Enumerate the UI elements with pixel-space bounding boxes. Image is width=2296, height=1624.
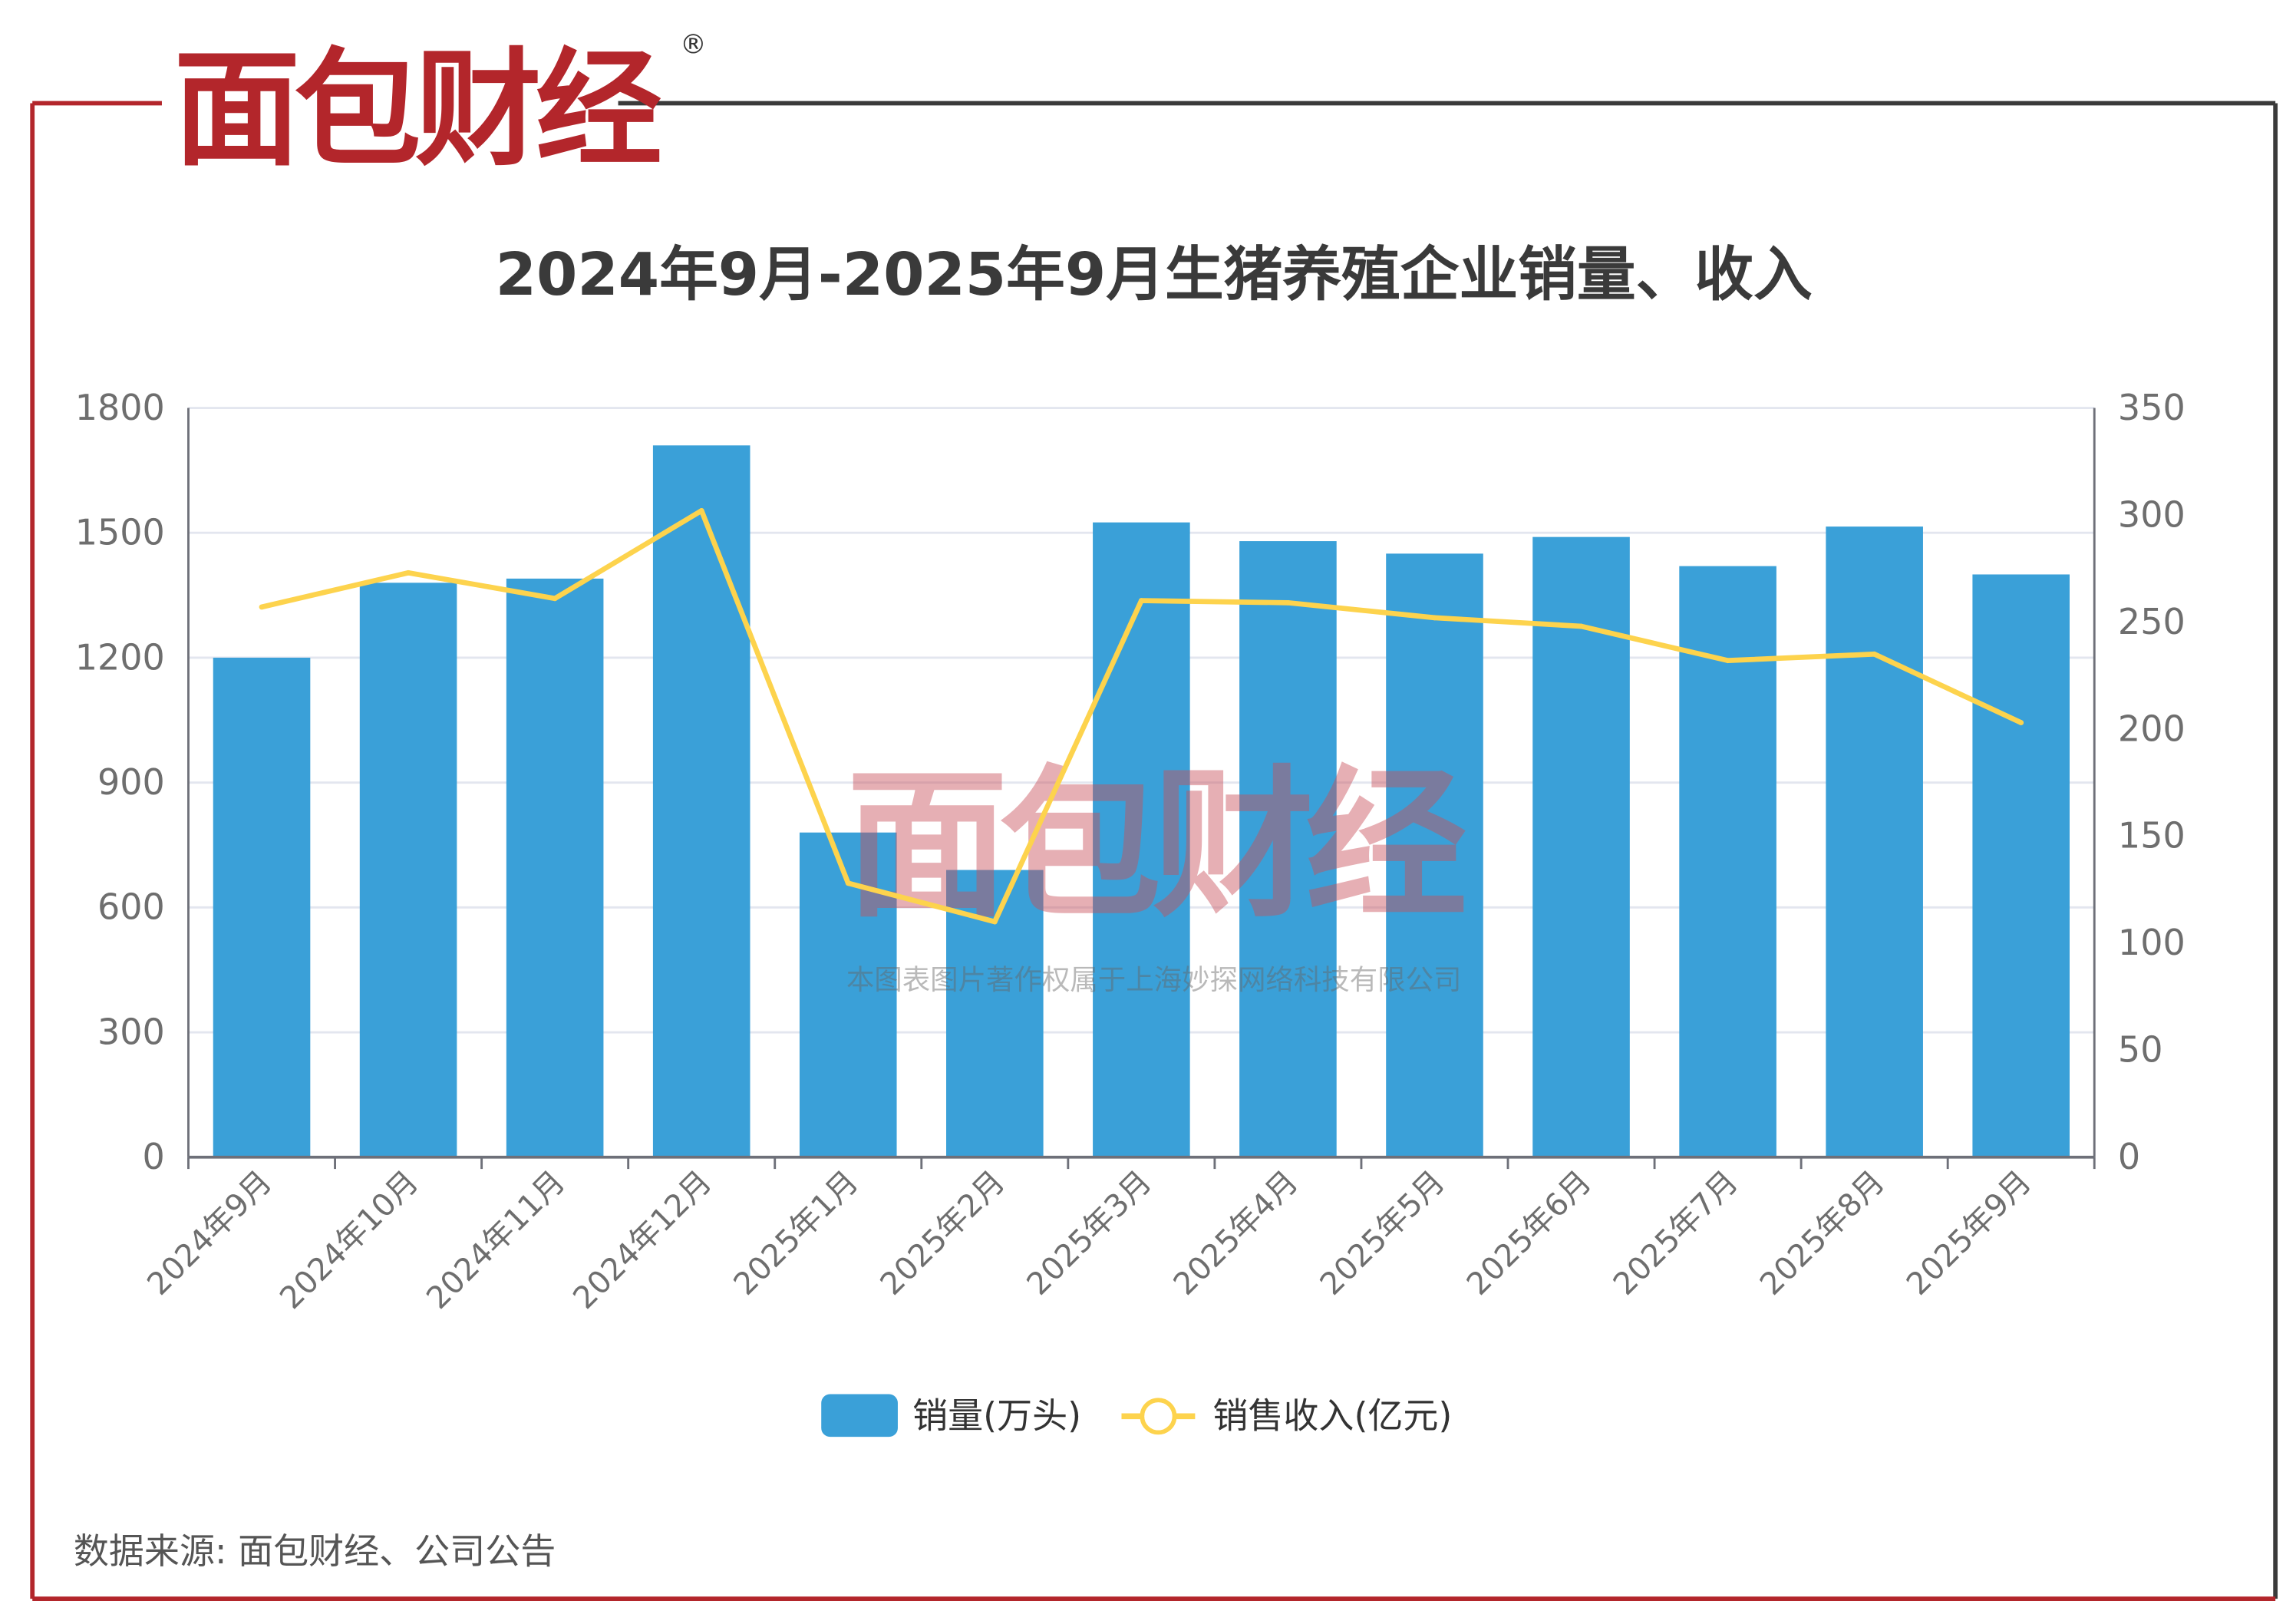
line-point bbox=[259, 604, 265, 610]
x-tick-label: 2025年4月 bbox=[1167, 1164, 1305, 1302]
x-tick-label: 2025年3月 bbox=[1021, 1164, 1159, 1302]
logo: 面包财经 ® bbox=[173, 29, 706, 183]
y-right-tick-label: 100 bbox=[2118, 922, 2185, 963]
bar bbox=[1972, 574, 2070, 1157]
legend-item-sales-volume[interactable]: 销量(万头) bbox=[821, 1394, 1081, 1438]
line-point bbox=[552, 596, 558, 602]
line-point bbox=[1285, 599, 1291, 606]
legend: 销量(万头) 销售收入(亿元) bbox=[821, 1394, 1452, 1438]
y-right-tick-label: 50 bbox=[2118, 1029, 2163, 1071]
bar bbox=[1239, 541, 1337, 1157]
line-point bbox=[698, 507, 704, 513]
bar bbox=[799, 832, 897, 1157]
bar bbox=[213, 657, 311, 1157]
legend-bar-swatch bbox=[821, 1394, 898, 1438]
bar-series bbox=[213, 445, 2070, 1157]
logo-text: 面包财经 bbox=[173, 36, 661, 183]
x-tick-label: 2024年11月 bbox=[420, 1164, 572, 1316]
y-right-tick-label: 200 bbox=[2118, 708, 2185, 749]
x-tick-label: 2025年2月 bbox=[874, 1164, 1012, 1302]
y-left-tick-label: 1800 bbox=[75, 387, 165, 428]
x-tick-label: 2025年7月 bbox=[1607, 1164, 1745, 1302]
y-left-tick-label: 1200 bbox=[75, 636, 165, 678]
bar bbox=[1386, 553, 1483, 1157]
bar bbox=[1093, 522, 1190, 1157]
bar bbox=[506, 578, 604, 1157]
y-right-tick-label: 0 bbox=[2118, 1136, 2140, 1177]
bar bbox=[359, 583, 457, 1157]
line-point bbox=[1872, 651, 1878, 657]
legend-line-marker bbox=[1140, 1398, 1177, 1435]
line-point bbox=[845, 880, 851, 886]
bar bbox=[1826, 526, 1923, 1157]
bar bbox=[652, 445, 750, 1157]
watermark-caption: 本图表图片著作权属于上海妙探网络科技有限公司 bbox=[846, 963, 1462, 996]
x-tick-label: 2025年6月 bbox=[1460, 1164, 1598, 1302]
legend-item-revenue[interactable]: 销售收入(亿元) bbox=[1121, 1395, 1452, 1437]
line-series bbox=[259, 507, 2024, 925]
source-note: 数据来源: 面包财经、公司公告 bbox=[74, 1530, 556, 1572]
line-point bbox=[2018, 720, 2024, 725]
x-tick-label: 2024年9月 bbox=[140, 1164, 279, 1302]
line-point bbox=[1138, 598, 1144, 604]
y-left-tick-label: 0 bbox=[143, 1136, 165, 1177]
x-tick-label: 2025年8月 bbox=[1753, 1164, 1892, 1302]
y-right-tick-label: 350 bbox=[2118, 387, 2185, 428]
y-left-tick-label: 900 bbox=[97, 761, 165, 803]
x-tick-label: 2025年1月 bbox=[727, 1164, 866, 1302]
line-point bbox=[405, 569, 411, 576]
line-point bbox=[991, 919, 998, 925]
y-right-tick-label: 250 bbox=[2118, 601, 2185, 642]
line-point bbox=[1725, 658, 1731, 664]
bar bbox=[1532, 536, 1630, 1157]
registered-mark: ® bbox=[680, 29, 707, 60]
y-left-tick-label: 1500 bbox=[75, 512, 165, 553]
x-tick-label: 2024年10月 bbox=[273, 1164, 425, 1316]
bar bbox=[1679, 566, 1776, 1157]
y-left-tick-label: 300 bbox=[97, 1011, 165, 1052]
x-tick-label: 2025年9月 bbox=[1900, 1164, 2038, 1302]
x-tick-label: 2025年5月 bbox=[1314, 1164, 1452, 1302]
line-point bbox=[1432, 615, 1437, 621]
y-right-tick-label: 300 bbox=[2118, 493, 2185, 535]
y-left-tick-label: 600 bbox=[97, 886, 165, 928]
line-point bbox=[1578, 623, 1584, 629]
chart-title: 2024年9月-2025年9月生猪养殖企业销量、收入 bbox=[496, 241, 1813, 309]
x-tick-label: 2024年12月 bbox=[566, 1164, 718, 1316]
watermark-logo: 面包财经 bbox=[846, 751, 1466, 939]
y-right-tick-label: 150 bbox=[2118, 815, 2185, 857]
legend-label: 销量(万头) bbox=[912, 1395, 1081, 1437]
legend-label: 销售收入(亿元) bbox=[1212, 1395, 1452, 1437]
frame bbox=[30, 101, 2278, 1602]
